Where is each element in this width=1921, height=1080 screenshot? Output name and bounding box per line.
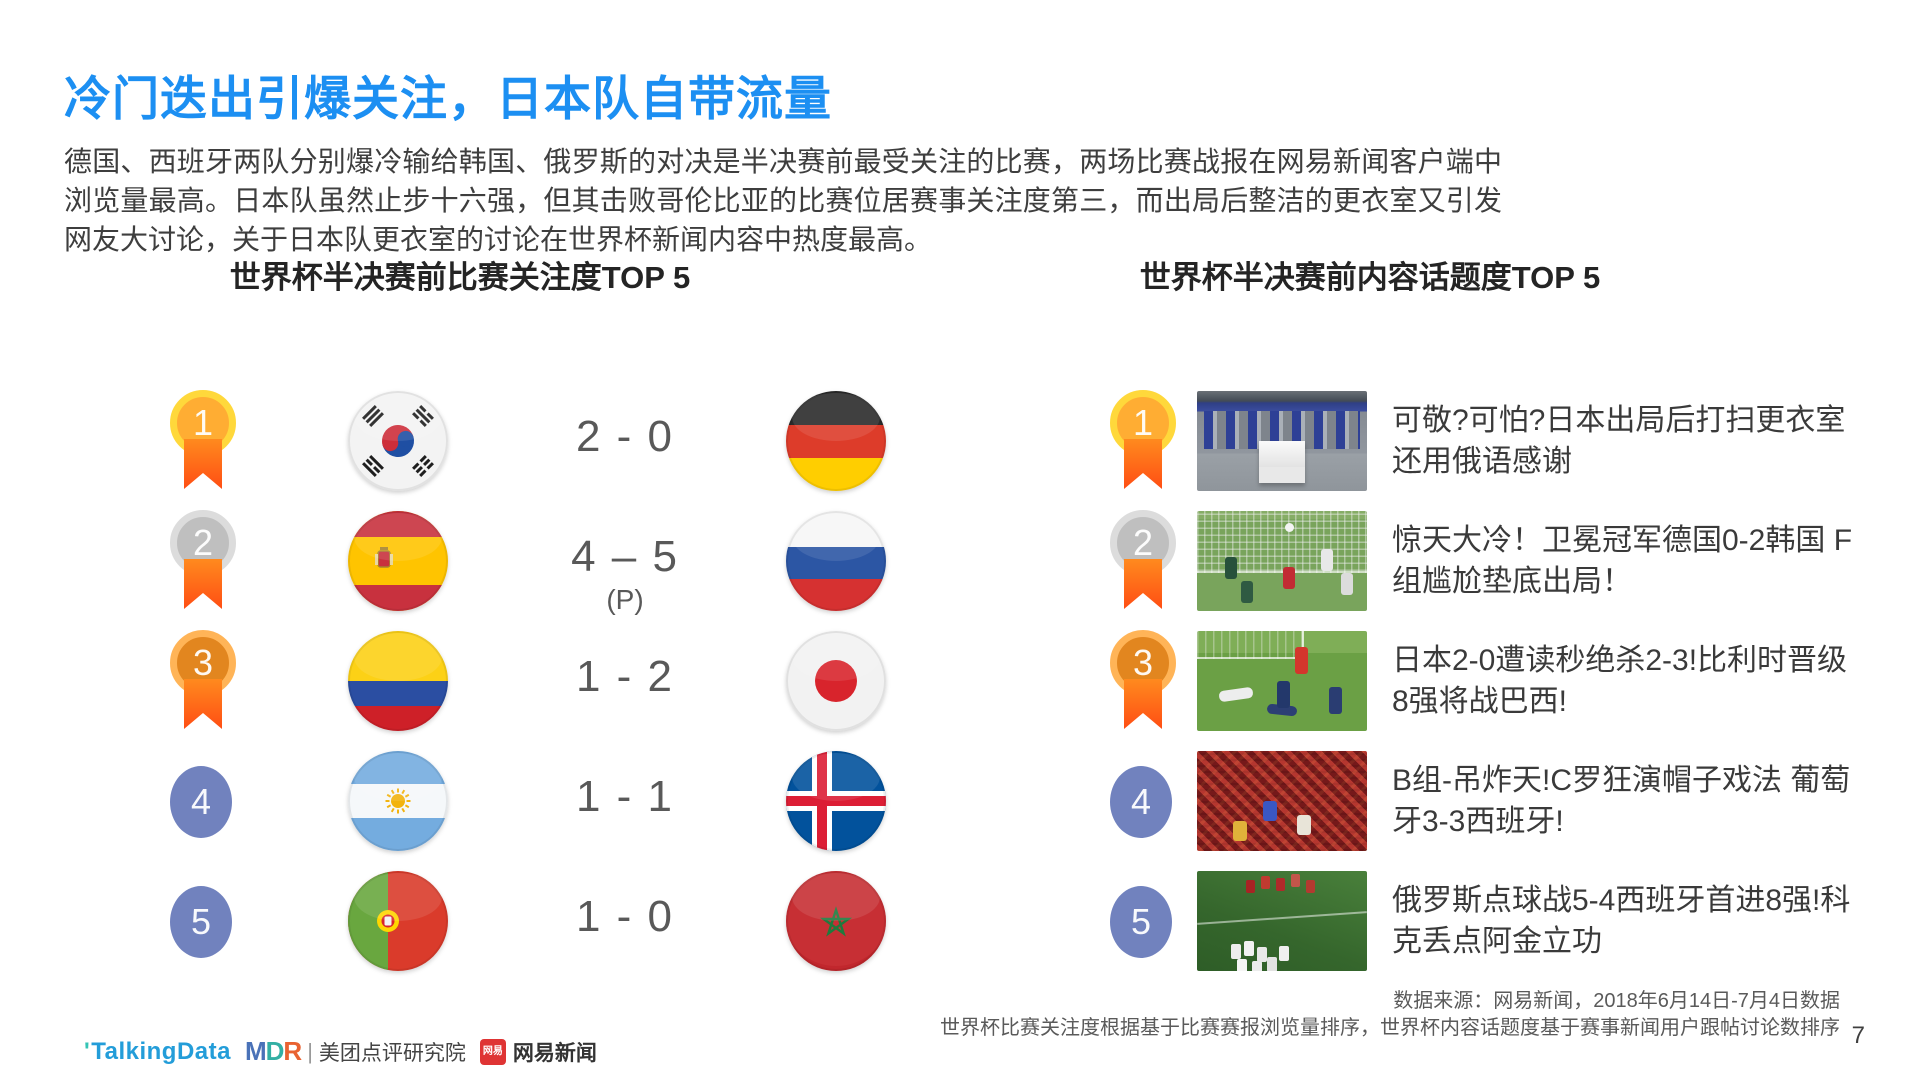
- iceland-flag-icon: [786, 751, 886, 851]
- page-title: 冷门迭出引爆关注，日本队自带流量: [64, 72, 832, 125]
- score-note: (P): [606, 584, 644, 615]
- talkingdata-tick-icon: ': [84, 1037, 91, 1065]
- russia-flag-icon: [786, 511, 886, 611]
- match-score: 1 - 2: [505, 626, 745, 736]
- score-value: 1 - 0: [575, 892, 675, 941]
- rank-number: 2: [192, 522, 214, 563]
- news-thumbnail: [1197, 391, 1367, 491]
- rank-1-medal-icon: 1: [170, 390, 236, 456]
- match-row: 3 1 - 2: [0, 626, 1921, 736]
- news-headline: 日本2-0遭读秒绝杀2-3!比利时晋级8强将战巴西!: [1392, 644, 1848, 718]
- footer-logos: 'TalkingData MDR | 美团点评研究院 网易 网易新闻: [84, 1036, 597, 1067]
- rank-number: 4: [1130, 781, 1152, 822]
- japan-flag-icon: [786, 631, 886, 731]
- rank-number: 3: [192, 642, 214, 683]
- rank-3-medal-icon: 3: [1110, 630, 1176, 696]
- news-thumbnail: [1197, 511, 1367, 611]
- news-thumbnail: [1197, 751, 1367, 851]
- match-row: 1 2 - 0: [0, 386, 1921, 496]
- rank-number: 1: [192, 402, 214, 443]
- news-headline: 俄罗斯点球战5-4西班牙首进8强!科克丢点阿金立功: [1392, 884, 1851, 958]
- south-korea-flag-icon: [348, 391, 448, 491]
- topic-row: 1 可敬?可怕?日本出局后打扫更衣室 还用俄语感谢: [0, 386, 1921, 496]
- netease-badge-icon: 网易: [479, 1038, 506, 1065]
- rank-3-medal-icon: 3: [170, 630, 236, 696]
- rank-2-medal-icon: 2: [170, 510, 236, 576]
- spain-flag-icon: [348, 511, 448, 611]
- score-value: 1 - 2: [575, 652, 675, 701]
- rank-1-medal-icon: 1: [1110, 390, 1176, 456]
- netease-news-logo: 网易 网易新闻: [479, 1037, 597, 1067]
- rank-number: 2: [1132, 522, 1154, 563]
- news-thumbnail: [1197, 871, 1367, 971]
- news-headline: 可敬?可怕?日本出局后打扫更衣室 还用俄语感谢: [1392, 404, 1846, 478]
- rank-number: 4: [190, 781, 212, 822]
- match-panel-title: 世界杯半决赛前比赛关注度TOP 5: [229, 260, 691, 295]
- rank-number: 5: [190, 901, 212, 942]
- body-paragraph: 德国、西班牙两队分别爆冷输给韩国、俄罗斯的对决是半决赛前最受关注的比赛，两场比赛…: [64, 146, 1502, 255]
- colombia-flag-icon: [348, 631, 448, 731]
- topic-row: 3 日本2-0遭读秒绝杀2-3!比利时晋级8强将战巴西!: [0, 626, 1921, 736]
- match-row: 2 4 – 5 (P): [0, 506, 1921, 616]
- data-source-note: 数据来源：网易新闻，2018年6月14日-7月4日数据 世界杯比赛关注度根据基于…: [840, 988, 1840, 1042]
- score-value: 1 - 1: [575, 772, 675, 821]
- match-score: 1 - 1: [505, 746, 745, 856]
- rank-number: 1: [1132, 402, 1154, 443]
- rank-number: 3: [1132, 642, 1154, 683]
- page-number: 7: [1851, 1022, 1865, 1049]
- portugal-flag-icon: [348, 871, 448, 971]
- talkingdata-logo: 'TalkingData: [84, 1037, 231, 1065]
- meituan-dianping-research-logo: MDR | 美团点评研究院: [244, 1036, 466, 1066]
- source-line-1: 数据来源：网易新闻，2018年6月14日-7月4日数据: [1393, 990, 1840, 1012]
- topic-row: 2 惊天大冷！卫冕冠军德国0-2韩国 F组尴尬垫底出局！: [0, 506, 1921, 616]
- rank-4-badge: 4: [1110, 766, 1172, 838]
- mdr-label: 美团点评研究院: [318, 1041, 466, 1065]
- match-row: 4 1 - 1: [0, 746, 1921, 856]
- rank-2-medal-icon: 2: [1110, 510, 1176, 576]
- topic-panel-title: 世界杯半决赛前内容话题度TOP 5: [1139, 260, 1601, 295]
- germany-flag-icon: [786, 391, 886, 491]
- news-thumbnail: [1197, 631, 1367, 731]
- rank-number: 5: [1130, 901, 1152, 942]
- news-headline: B组-吊炸天!C罗狂演帽子戏法 葡萄牙3-3西班牙!: [1392, 764, 1851, 838]
- netease-label: 网易新闻: [512, 1041, 597, 1065]
- match-score: 2 - 0: [505, 386, 745, 496]
- news-headline: 惊天大冷！卫冕冠军德国0-2韩国 F组尴尬垫底出局！: [1392, 524, 1853, 598]
- match-score: 4 – 5 (P): [505, 506, 745, 616]
- match-row: 5 1 - 0: [0, 866, 1921, 976]
- topic-row: 4 B组-吊炸天!C罗狂演帽子戏法 葡萄牙3-3西班牙!: [0, 746, 1921, 856]
- topic-row: 5 俄罗斯点球战5-4西班牙首进8强!科克丢点阿金立功: [0, 866, 1921, 976]
- rank-4-badge: 4: [170, 766, 232, 838]
- score-value: 4 – 5: [571, 532, 679, 581]
- source-line-2: 世界杯比赛关注度根据基于比赛赛报浏览量排序，世界杯内容话题度基于赛事新闻用户跟帖…: [940, 1017, 1840, 1039]
- rank-5-badge: 5: [170, 886, 232, 958]
- morocco-flag-icon: [786, 871, 886, 971]
- argentina-flag-icon: [348, 751, 448, 851]
- rank-5-badge: 5: [1110, 886, 1172, 958]
- score-value: 2 - 0: [575, 412, 675, 461]
- match-score: 1 - 0: [505, 866, 745, 976]
